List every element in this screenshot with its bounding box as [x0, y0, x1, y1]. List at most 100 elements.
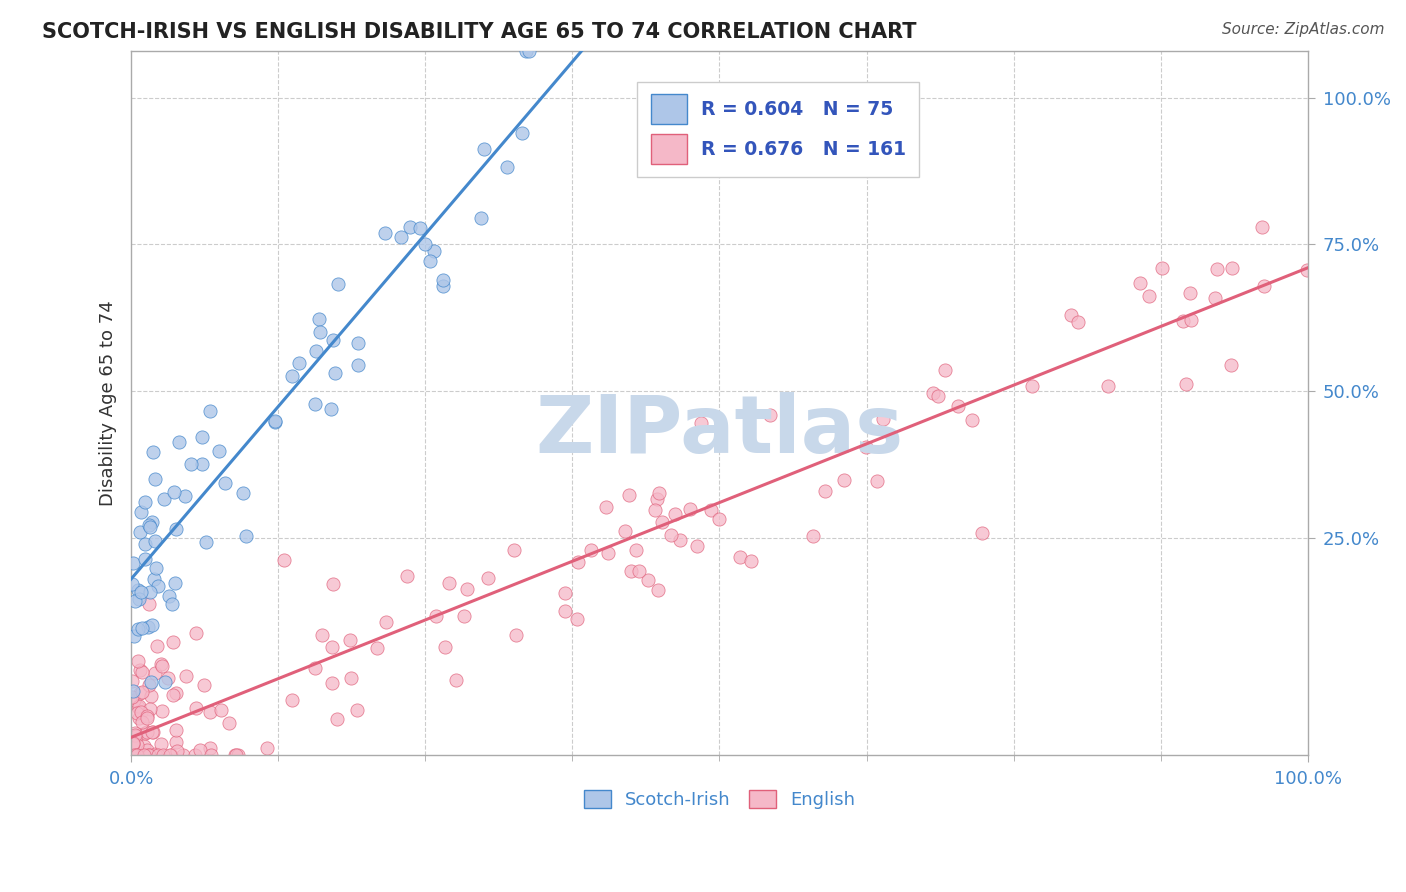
- Point: [456, 582, 478, 597]
- Point: [679, 502, 702, 516]
- Point: [167, 434, 190, 449]
- Point: [127, 654, 149, 668]
- Point: [172, 747, 194, 762]
- Point: [160, 597, 183, 611]
- Point: [224, 747, 246, 762]
- Point: [256, 740, 278, 755]
- Point: [263, 414, 285, 428]
- Point: [184, 626, 207, 640]
- Point: [165, 576, 187, 591]
- Point: [664, 507, 686, 521]
- FancyBboxPatch shape: [651, 95, 686, 124]
- Point: [624, 542, 647, 557]
- Point: [165, 723, 187, 737]
- Point: [138, 598, 160, 612]
- Point: [139, 702, 162, 716]
- Point: [613, 524, 636, 538]
- Point: [1180, 313, 1202, 327]
- Point: [1220, 260, 1243, 275]
- Point: [139, 585, 162, 599]
- Text: R = 0.676   N = 161: R = 0.676 N = 161: [700, 140, 905, 159]
- Point: [801, 529, 824, 543]
- Point: [127, 738, 149, 752]
- Point: [581, 543, 603, 558]
- Point: [139, 689, 162, 703]
- Point: [131, 714, 153, 729]
- Point: [186, 701, 208, 715]
- Point: [134, 739, 156, 754]
- Point: [651, 516, 673, 530]
- Point: [814, 484, 837, 499]
- Point: [209, 703, 232, 717]
- Point: [134, 536, 156, 550]
- Point: [129, 585, 152, 599]
- Point: [855, 440, 877, 454]
- Point: [281, 693, 304, 707]
- Point: [127, 747, 149, 762]
- Point: [165, 686, 187, 700]
- Point: [136, 620, 159, 634]
- Point: [128, 686, 150, 700]
- Point: [152, 491, 174, 506]
- Point: [263, 415, 285, 429]
- Point: [184, 747, 207, 762]
- Point: [141, 515, 163, 529]
- Point: [647, 492, 669, 507]
- Point: [1171, 314, 1194, 328]
- Point: [128, 591, 150, 606]
- Point: [311, 628, 333, 642]
- Point: [339, 633, 361, 648]
- Point: [174, 669, 197, 683]
- Point: [619, 488, 641, 502]
- Point: [148, 747, 170, 762]
- Point: [505, 628, 527, 642]
- Point: [1129, 276, 1152, 290]
- Point: [121, 673, 143, 688]
- Point: [136, 742, 159, 756]
- Point: [128, 698, 150, 713]
- Point: [122, 747, 145, 762]
- Point: [728, 550, 751, 565]
- Point: [127, 623, 149, 637]
- Point: [1296, 263, 1319, 277]
- Point: [132, 747, 155, 762]
- Point: [304, 397, 326, 411]
- Point: [554, 604, 576, 618]
- Point: [122, 556, 145, 570]
- Point: [156, 672, 179, 686]
- Y-axis label: Disability Age 65 to 74: Disability Age 65 to 74: [100, 300, 117, 506]
- Point: [409, 220, 432, 235]
- Point: [150, 658, 173, 673]
- Point: [510, 127, 533, 141]
- Point: [122, 683, 145, 698]
- Point: [319, 402, 342, 417]
- Point: [1253, 279, 1275, 293]
- Point: [437, 576, 460, 591]
- Point: [122, 747, 145, 762]
- Text: Source: ZipAtlas.com: Source: ZipAtlas.com: [1222, 22, 1385, 37]
- Point: [960, 413, 983, 427]
- Point: [139, 520, 162, 534]
- Point: [423, 244, 446, 259]
- Point: [127, 583, 149, 598]
- Point: [141, 617, 163, 632]
- Point: [214, 476, 236, 491]
- Point: [129, 705, 152, 719]
- Point: [395, 569, 418, 583]
- Point: [131, 685, 153, 699]
- Point: [166, 744, 188, 758]
- Point: [143, 572, 166, 586]
- Text: ZIPatlas: ZIPatlas: [536, 392, 904, 470]
- Point: [122, 736, 145, 750]
- Point: [413, 236, 436, 251]
- Point: [134, 552, 156, 566]
- Point: [173, 489, 195, 503]
- Point: [121, 577, 143, 591]
- Point: [495, 160, 517, 174]
- Point: [124, 729, 146, 743]
- Point: [346, 702, 368, 716]
- Point: [647, 583, 669, 598]
- Point: [122, 629, 145, 643]
- Point: [347, 335, 370, 350]
- Point: [132, 747, 155, 762]
